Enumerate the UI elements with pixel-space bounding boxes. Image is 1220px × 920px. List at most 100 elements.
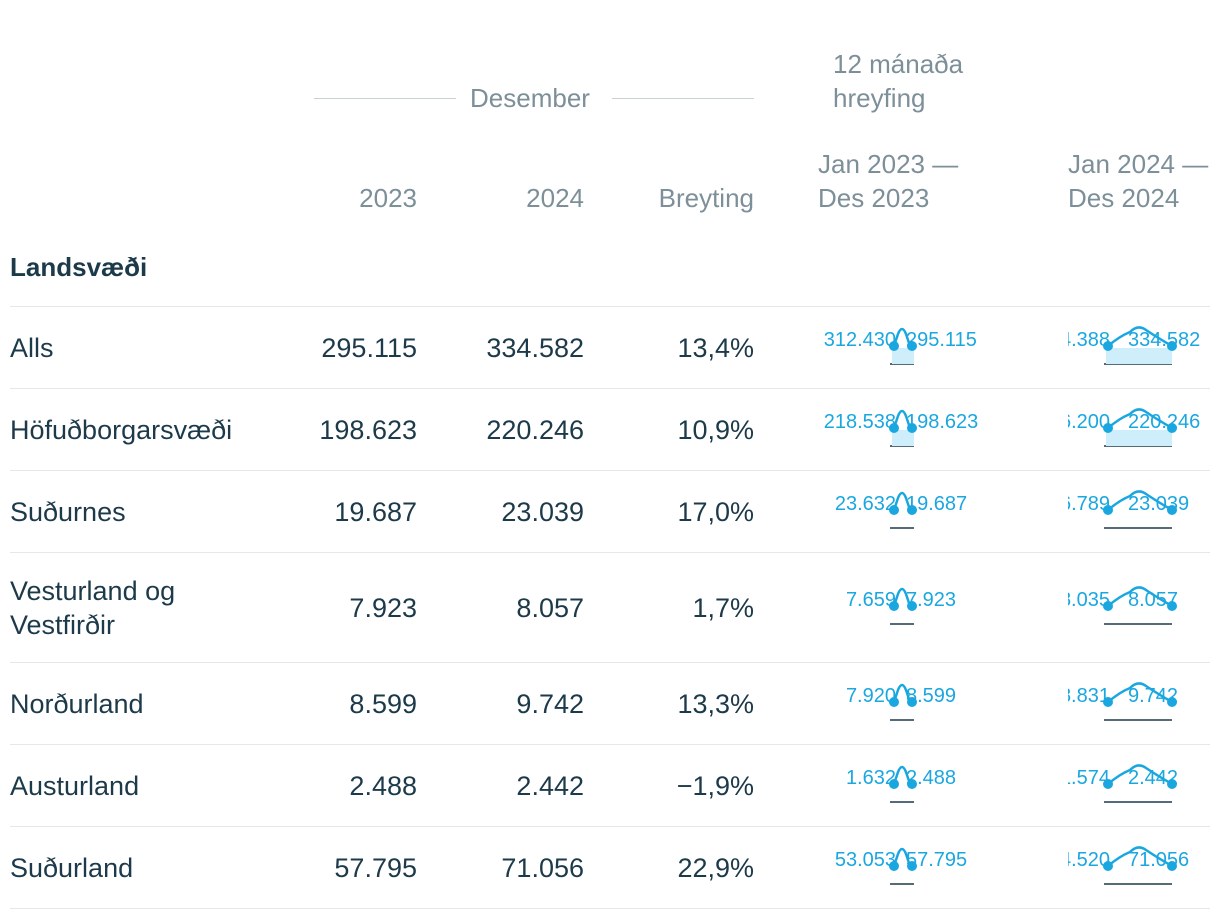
value-2023: 57.795 [334, 853, 417, 883]
sparkline-start-dot [889, 505, 899, 515]
table-row: Norðurland 8.599 9.742 13,3% 7.920 8.599 8.831… [10, 662, 1210, 745]
sparkline-area [892, 430, 914, 446]
group-header-12m-line1: 12 mánaða [833, 49, 964, 79]
sparkline-start-label: 284.388 [1068, 329, 1110, 351]
table-row: Alls 295.115 334.582 13,4% 312.430 295.115 284… [10, 306, 1210, 389]
value-2024: 8.057 [516, 593, 584, 623]
region-name: Suðurland [10, 851, 133, 885]
sparkline-area [892, 348, 914, 364]
sparkline-start-label: 218.538 [824, 411, 896, 433]
sparkline-line [892, 683, 912, 703]
sparkline-start-label: 7.920 [846, 685, 896, 707]
region-name-line1: Norðurland [10, 689, 144, 719]
range-2023-line2: Des 2023 [818, 183, 930, 213]
sparkline-2023: 312.430 295.115 [810, 318, 990, 374]
sparkline-start-dot [1103, 505, 1113, 515]
sparkline-end-label: 8.599 [906, 685, 956, 707]
column-header-change: Breyting [658, 183, 754, 213]
sparkline-line [1107, 408, 1173, 430]
column-header-2023: 2023 [359, 183, 417, 213]
sparkline-end-label: 295.115 [906, 329, 977, 351]
sparkline-2024: 196.200 220.246 [1038, 400, 1210, 456]
sparkline-line [1107, 764, 1173, 786]
column-header-2024: 2024 [526, 183, 584, 213]
value-2023: 2.488 [349, 771, 417, 801]
section-title: Landsvæði [10, 252, 148, 282]
sparkline-end-dot [1167, 779, 1177, 789]
sparkline-start-dot [889, 423, 899, 433]
value-2023: 198.623 [319, 415, 417, 445]
value-2024: 220.246 [486, 415, 584, 445]
sparkline-end-dot [907, 423, 917, 433]
region-name-line1: Suðurnes [10, 497, 126, 527]
sparkline-start-dot [889, 601, 899, 611]
sparkline-end-dot [907, 697, 917, 707]
sparkline-start-dot [1103, 341, 1113, 351]
sparkline-line [892, 847, 912, 867]
range-2023-line1: Jan 2023 — [818, 149, 959, 179]
sparkline-end-label: 2.442 [1128, 767, 1178, 789]
sparkline-end-dot [907, 601, 917, 611]
sparkline-end-label: 8.057 [1128, 589, 1178, 611]
region-name-line1: Vesturland og [10, 576, 176, 606]
change-percent: 13,4% [677, 333, 754, 363]
sparkline-2023: 1.632 2.488 [810, 756, 990, 812]
sparkline-start-label: 196.200 [1068, 411, 1110, 433]
sparkline-start-label: 312.430 [824, 329, 896, 351]
sparkline-end-label: 220.246 [1128, 411, 1200, 433]
sparkline-2024: 16.789 23.039 [1049, 482, 1210, 538]
sparkline-line [892, 765, 912, 785]
sparkline-end-dot [907, 861, 917, 871]
sparkline-end-label: 7.923 [906, 589, 956, 611]
sparkline-start-dot [889, 779, 899, 789]
table-row: Austurland 2.488 2.442 −1,9% 1.632 2.488 1.574… [10, 744, 1210, 827]
value-2024: 334.582 [486, 333, 584, 363]
value-2023: 7.923 [349, 593, 417, 623]
change-percent: 1,7% [692, 593, 754, 623]
sparkline-2024: 284.388 334.582 [1038, 318, 1210, 374]
sparkline-start-dot [1103, 697, 1113, 707]
sparkline-line [1107, 682, 1173, 704]
sparkline-2023: 53.053 57.795 [810, 838, 990, 894]
sparkline-end-dot [1167, 861, 1177, 871]
sparkline-end-label: 2.488 [906, 767, 956, 789]
sparkline-2023: 23.632 19.687 [810, 482, 990, 538]
sparkline-2024: 1.574 2.442 [1060, 756, 1210, 812]
range-2024-line2: Des 2024 [1068, 183, 1180, 213]
sparkline-end-dot [907, 779, 917, 789]
table-row: Vesturland og Vestfirðir 7.923 8.057 1,7% 7.6… [10, 552, 1210, 663]
sparkline-line [1107, 586, 1173, 608]
sparkline-end-label: 23.039 [1128, 493, 1189, 515]
sparkline-end-dot [1167, 505, 1177, 515]
sparkline-start-label: 1.632 [846, 767, 896, 789]
region-name: Alls [10, 331, 54, 365]
sparkline-end-label: 57.795 [906, 849, 967, 871]
sparkline-start-dot [1103, 601, 1113, 611]
sparkline-start-label: 1.574 [1068, 767, 1110, 789]
value-2023: 8.599 [349, 689, 417, 719]
sparkline-2024: 54.520 71.056 [1049, 838, 1210, 894]
change-percent: −1,9% [676, 771, 754, 801]
sparkline-start-label: 23.632 [835, 493, 896, 515]
sparkline-2023: 7.920 8.599 [810, 674, 990, 730]
region-name: Norðurland [10, 687, 144, 721]
value-2024: 71.056 [501, 853, 584, 883]
value-2023: 295.115 [321, 333, 417, 363]
region-name-line2: Vestfirðir [10, 610, 116, 640]
sparkline-start-label: 54.520 [1068, 849, 1110, 871]
region-name-line1: Höfuðborgarsvæði [10, 415, 233, 445]
region-name: Höfuðborgarsvæði [10, 413, 232, 447]
region-name: Austurland [10, 769, 139, 803]
column-header-range-2024: Jan 2024 — Des 2024 [1068, 147, 1208, 215]
group-rule-left [314, 98, 456, 99]
range-2024-line1: Jan 2024 — [1068, 149, 1209, 179]
sparkline-start-dot [1103, 779, 1113, 789]
sparkline-start-dot [889, 697, 899, 707]
sparkline-line [1107, 326, 1173, 348]
value-2023: 19.687 [334, 497, 417, 527]
change-percent: 22,9% [677, 853, 754, 883]
sparkline-line [892, 409, 912, 429]
change-percent: 17,0% [677, 497, 754, 527]
column-header-range-2023: Jan 2023 — Des 2023 [818, 147, 958, 215]
sparkline-start-label: 7.659 [846, 589, 896, 611]
